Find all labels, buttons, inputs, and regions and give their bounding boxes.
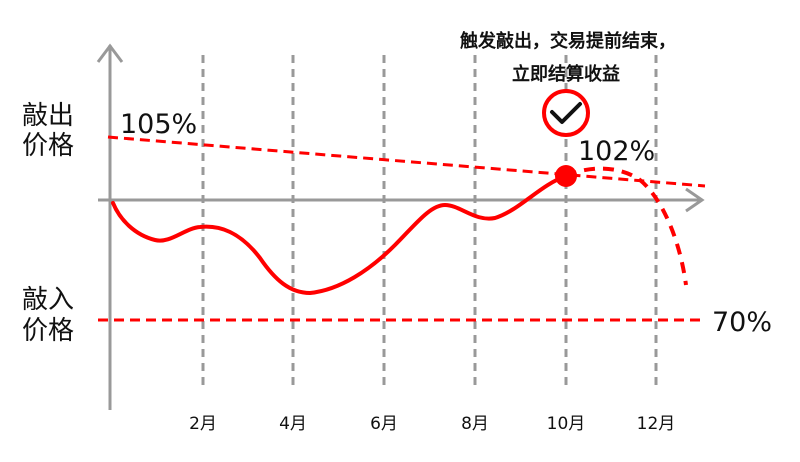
axes bbox=[96, 43, 705, 410]
price-path bbox=[111, 174, 568, 296]
hypothetical-path bbox=[565, 166, 688, 286]
x-tick-label: 12月 bbox=[637, 414, 676, 434]
x-tick-label: 6月 bbox=[370, 414, 398, 434]
x-tick-label: 4月 bbox=[279, 414, 307, 434]
x-tick-label: 10月 bbox=[547, 414, 586, 434]
knock-out-point bbox=[555, 165, 577, 187]
knock-out-line bbox=[107, 135, 706, 188]
knock-out-label-2: 价格 bbox=[22, 131, 74, 161]
knock-out-start-level: 105% bbox=[120, 109, 197, 140]
knock-out-label-1: 敲出 bbox=[22, 101, 74, 131]
x-tick-label: 8月 bbox=[461, 414, 489, 434]
annotation-line1: 触发敲出，交易提前结束， bbox=[460, 30, 676, 52]
x-tick-label: 2月 bbox=[189, 414, 217, 434]
knock-out-hit-level: 102% bbox=[578, 136, 655, 167]
knock-in-label-1: 敲入 bbox=[22, 285, 74, 315]
annotation-line2: 立即结算收益 bbox=[512, 63, 620, 85]
check-circle-icon bbox=[542, 89, 590, 137]
knock-in-label-2: 价格 bbox=[22, 316, 74, 346]
knock-in-level: 70% bbox=[712, 307, 772, 338]
x-axis-arrow-icon bbox=[685, 187, 705, 213]
y-axis-arrow-icon bbox=[96, 43, 124, 63]
